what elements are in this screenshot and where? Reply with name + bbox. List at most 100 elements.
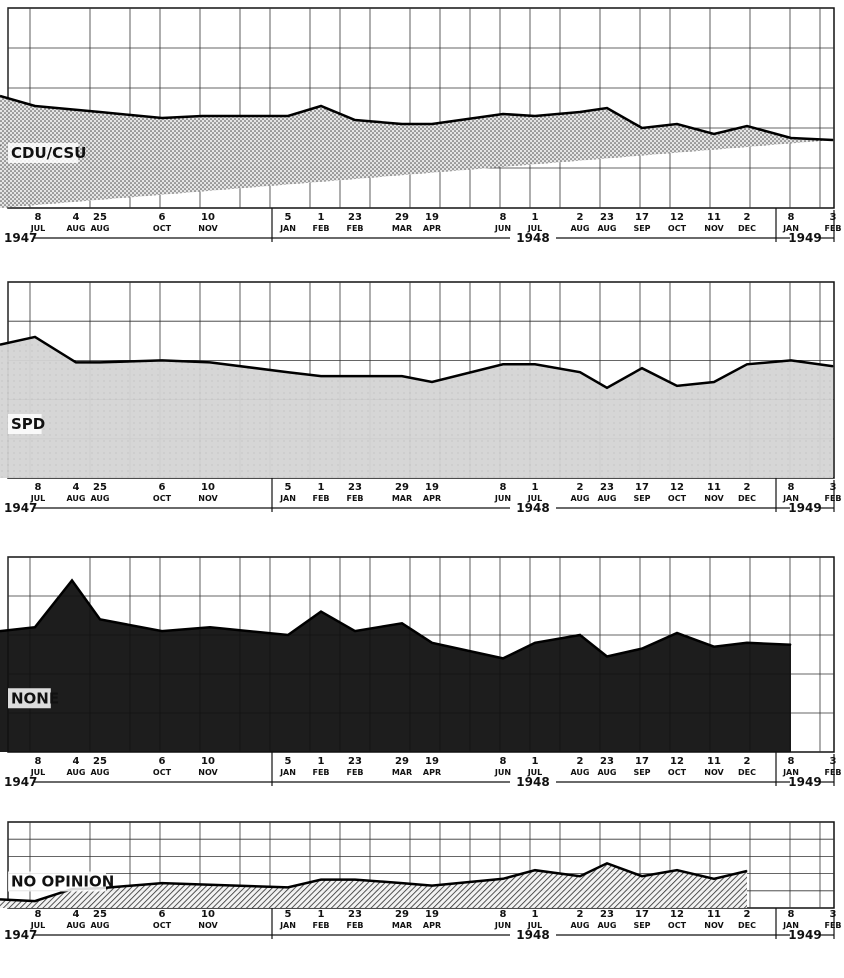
data-point — [320, 611, 322, 613]
tick-label-month: AUG — [597, 494, 616, 503]
tick-label-month: JAN — [782, 768, 799, 777]
tick-label-day: 12 — [670, 482, 684, 493]
data-point — [354, 375, 356, 377]
tick-label-day: 8 — [500, 909, 507, 920]
tick-label-day: 6 — [159, 909, 166, 920]
tick-label-month: JUL — [30, 768, 46, 777]
tick-label-day: 23 — [600, 482, 614, 493]
data-point — [0, 344, 1, 346]
tick-label-month: AUG — [90, 921, 109, 930]
data-point — [287, 634, 289, 636]
tick-label-month: FEB — [312, 921, 329, 930]
tick-label-day: 29 — [395, 756, 409, 767]
series-label: SPD — [11, 415, 45, 433]
chart-panel-1: CDU/CSU8JUL4AUG25AUG6OCT10NOV5JAN1FEB23F… — [0, 7, 842, 245]
data-point — [790, 644, 792, 646]
data-point — [161, 117, 163, 119]
tick-label-day: 1 — [318, 756, 325, 767]
tick-label-month: AUG — [570, 921, 589, 930]
data-point — [579, 875, 581, 877]
tick-label-day: 25 — [93, 909, 107, 920]
data-point — [641, 127, 643, 129]
year-label: 1947 — [4, 501, 37, 515]
tick-label-day: 4 — [73, 212, 80, 223]
tick-label-month: JUL — [527, 921, 543, 930]
tick-label-day: 10 — [201, 756, 215, 767]
tick-label-month: APR — [423, 494, 441, 503]
tick-label-day: 23 — [348, 482, 362, 493]
data-point — [354, 879, 356, 881]
tick-label-month: OCT — [668, 494, 687, 503]
tick-label-day: 19 — [425, 909, 439, 920]
tick-label-month: AUG — [570, 494, 589, 503]
tick-label-month: JAN — [279, 224, 296, 233]
tick-label-month: NOV — [704, 494, 724, 503]
tick-label-month: AUG — [66, 768, 85, 777]
tick-label-day: 23 — [348, 756, 362, 767]
tick-label-day: 12 — [670, 909, 684, 920]
tick-label-day: 8 — [788, 482, 795, 493]
tick-label-day: 2 — [577, 756, 584, 767]
tick-label-month: AUG — [597, 768, 616, 777]
data-point — [161, 359, 163, 361]
data-point — [287, 115, 289, 117]
tick-label-day: 1 — [532, 909, 539, 920]
data-point — [832, 139, 834, 141]
tick-label-day: 2 — [744, 212, 751, 223]
tick-label-day: 3 — [830, 212, 837, 223]
tick-label-day: 4 — [73, 909, 80, 920]
tick-label-day: 5 — [285, 212, 292, 223]
data-point — [790, 359, 792, 361]
data-point — [713, 646, 715, 648]
tick-label-day: 2 — [744, 756, 751, 767]
data-point — [34, 900, 36, 902]
series-label-box — [8, 871, 106, 892]
chart-panel-3: NONE8JUL4AUG25AUG6OCT10NOV5JAN1FEB23FEB2… — [0, 556, 842, 789]
tick-label-month: FEB — [824, 768, 841, 777]
data-point — [287, 371, 289, 373]
tick-label-day: 19 — [425, 756, 439, 767]
tick-label-day: 8 — [500, 482, 507, 493]
data-point — [534, 115, 536, 117]
series-label: CDU/CSU — [11, 144, 86, 162]
tick-label-month: JUN — [494, 494, 511, 503]
tick-label-day: 25 — [93, 482, 107, 493]
series-label: NO OPINION — [11, 873, 114, 891]
tick-label-day: 1 — [318, 482, 325, 493]
data-point — [34, 336, 36, 338]
tick-label-day: 17 — [635, 482, 649, 493]
tick-label-month: FEB — [346, 768, 363, 777]
tick-label-month: AUG — [570, 224, 589, 233]
tick-label-month: JAN — [782, 494, 799, 503]
year-label: 1948 — [516, 775, 549, 789]
data-point — [401, 375, 403, 377]
tick-label-month: JAN — [279, 494, 296, 503]
tick-label-month: FEB — [824, 224, 841, 233]
year-label: 1949 — [788, 501, 821, 515]
tick-label-day: 25 — [93, 212, 107, 223]
data-point — [320, 375, 322, 377]
tick-label-day: 8 — [788, 756, 795, 767]
tick-label-month: DEC — [738, 768, 756, 777]
tick-label-day: 5 — [285, 482, 292, 493]
data-point — [534, 869, 536, 871]
tick-label-day: 11 — [707, 909, 721, 920]
tick-label-day: 10 — [201, 482, 215, 493]
tick-label-month: NOV — [704, 768, 724, 777]
tick-label-month: JAN — [782, 224, 799, 233]
tick-label-day: 12 — [670, 756, 684, 767]
tick-label-month: APR — [423, 768, 441, 777]
tick-label-day: 3 — [830, 909, 837, 920]
tick-label-month: AUG — [597, 921, 616, 930]
data-point — [75, 361, 77, 363]
tick-label-month: NOV — [198, 224, 218, 233]
data-point — [713, 381, 715, 383]
data-point — [713, 878, 715, 880]
tick-label-month: SEP — [633, 921, 650, 930]
tick-label-day: 6 — [159, 482, 166, 493]
tick-label-month: OCT — [668, 224, 687, 233]
tick-label-month: JUL — [30, 224, 46, 233]
data-point — [34, 105, 36, 107]
tick-label-day: 2 — [577, 212, 584, 223]
